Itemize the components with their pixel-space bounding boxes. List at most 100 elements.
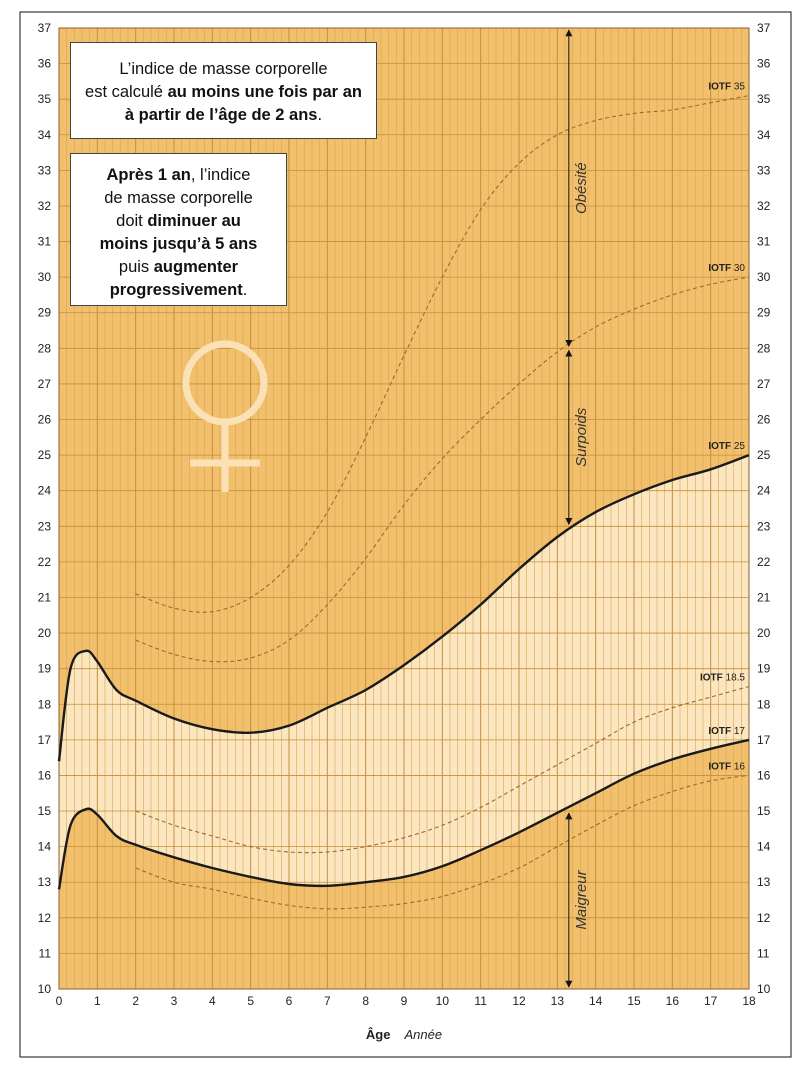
- box2-line6b: .: [242, 281, 248, 299]
- series-label-prefix: IOTF: [708, 441, 734, 452]
- series-line-iotf-30: [135, 276, 750, 663]
- y-tick-label-right: 18: [757, 697, 771, 711]
- y-tick-label-right: 17: [757, 733, 771, 747]
- series-line-iotf-16: [135, 774, 750, 910]
- y-tick-label-left: 17: [38, 733, 52, 747]
- series-line-iotf-25: [57, 453, 750, 762]
- box2-line2: de masse corporelle: [104, 189, 253, 207]
- x-axis-label-year: Année: [404, 1027, 443, 1042]
- y-tick-label-left: 21: [38, 590, 52, 604]
- series-label-prefix: IOTF: [708, 761, 734, 772]
- box1-line3a: à partir de l’âge de 2 ans: [124, 106, 318, 124]
- y-tick-label-right: 13: [757, 875, 771, 889]
- x-tick-label: 13: [551, 994, 565, 1008]
- series-label: IOTF 17: [708, 726, 745, 737]
- info-box-frequency: L’indice de masse corporelle est calculé…: [70, 42, 377, 139]
- series-label: IOTF 18.5: [700, 672, 745, 683]
- y-tick-label-left: 35: [38, 92, 52, 106]
- x-tick-label: 9: [401, 994, 408, 1008]
- series-label: IOTF 16: [708, 761, 745, 772]
- x-tick-label: 17: [704, 994, 718, 1008]
- box2-line5b: augmenter: [153, 258, 239, 276]
- y-tick-label-left: 15: [38, 804, 52, 818]
- x-tick-label: 18: [742, 994, 756, 1008]
- x-tick-label: 15: [627, 994, 641, 1008]
- x-tick-label: 1: [94, 994, 101, 1008]
- y-tick-label-left: 33: [38, 163, 52, 177]
- series-label-value: 16: [734, 761, 746, 772]
- box2-line6a: progressivement: [109, 281, 243, 299]
- y-tick-label-left: 31: [38, 235, 52, 249]
- y-tick-label-right: 34: [757, 128, 771, 142]
- y-tick-label-right: 10: [757, 982, 771, 996]
- y-tick-label-left: 20: [38, 626, 52, 640]
- box2-line1a: Après 1 an: [106, 166, 191, 184]
- y-tick-label-right: 29: [757, 306, 771, 320]
- y-tick-label-right: 15: [757, 804, 771, 818]
- series-label-value: 30: [734, 263, 746, 274]
- zone-label-obésité: Obésité: [573, 162, 590, 214]
- y-tick-label-left: 34: [38, 128, 52, 142]
- y-tick-label-right: 35: [757, 92, 771, 106]
- series-label-prefix: IOTF: [708, 82, 734, 93]
- y-tick-label-right: 28: [757, 341, 771, 355]
- box2-line5a: puis: [118, 258, 154, 276]
- series-label-prefix: IOTF: [708, 726, 734, 737]
- y-tick-label-right: 20: [757, 626, 771, 640]
- x-tick-label: 6: [286, 994, 293, 1008]
- plot-border: [58, 27, 750, 990]
- y-tick-label-left: 27: [38, 377, 52, 391]
- series-label-value: 35: [734, 82, 746, 93]
- y-tick-label-left: 18: [38, 697, 52, 711]
- y-tick-label-left: 28: [38, 341, 52, 355]
- y-tick-label-left: 25: [38, 448, 52, 462]
- box1-line2b: au moins une fois par an: [167, 83, 362, 101]
- y-tick-label-right: 14: [757, 840, 771, 854]
- y-tick-label-left: 22: [38, 555, 52, 569]
- y-tick-label-right: 36: [757, 57, 771, 71]
- x-tick-label: 3: [171, 994, 178, 1008]
- y-tick-label-left: 36: [38, 57, 52, 71]
- x-tick-label: 4: [209, 994, 216, 1008]
- x-tick-label: 8: [362, 994, 369, 1008]
- series-line-iotf-35: [135, 95, 750, 613]
- box1-line3b: .: [317, 106, 323, 124]
- series-label: IOTF 25: [708, 441, 745, 452]
- series-label-value: 18.5: [726, 672, 746, 683]
- box2-line1b: , l’indice: [190, 166, 251, 184]
- series-label-value: 25: [734, 441, 746, 452]
- y-tick-label-right: 23: [757, 519, 771, 533]
- y-tick-label-right: 24: [757, 484, 771, 498]
- y-tick-label-left: 24: [38, 484, 52, 498]
- series-label-prefix: IOTF: [708, 263, 734, 274]
- y-tick-label-right: 22: [757, 555, 771, 569]
- x-axis-label-age: Âge: [365, 1027, 391, 1042]
- box2-line3a: doit: [116, 212, 148, 230]
- female-symbol-icon: [182, 340, 268, 492]
- series-label-value: 17: [734, 726, 746, 737]
- y-tick-label-right: 31: [757, 235, 771, 249]
- y-tick-label-left: 37: [38, 21, 52, 35]
- series-line-iotf-18-5: [135, 685, 750, 854]
- y-tick-label-right: 27: [757, 377, 771, 391]
- y-tick-label-left: 26: [38, 413, 52, 427]
- x-tick-label: 16: [666, 994, 680, 1008]
- y-tick-label-right: 11: [757, 946, 770, 960]
- box1-line1: L’indice de masse corporelle: [119, 60, 328, 78]
- x-tick-label: 2: [132, 994, 139, 1008]
- box2-line3b: diminuer au: [147, 212, 241, 230]
- y-tick-label-right: 21: [757, 590, 771, 604]
- y-tick-label-left: 29: [38, 306, 52, 320]
- x-tick-label: 11: [474, 994, 487, 1008]
- zone-label-maigreur: Maigreur: [573, 869, 590, 929]
- y-tick-label-left: 32: [38, 199, 52, 213]
- y-tick-label-right: 25: [757, 448, 771, 462]
- series-label: IOTF 35: [708, 82, 745, 93]
- y-tick-label-left: 11: [39, 946, 52, 960]
- y-tick-label-right: 12: [757, 911, 771, 925]
- x-tick-label: 12: [512, 994, 526, 1008]
- x-tick-label: 0: [56, 994, 63, 1008]
- y-tick-label-left: 12: [38, 911, 52, 925]
- box2-line4: moins jusqu’à 5 ans: [99, 235, 258, 253]
